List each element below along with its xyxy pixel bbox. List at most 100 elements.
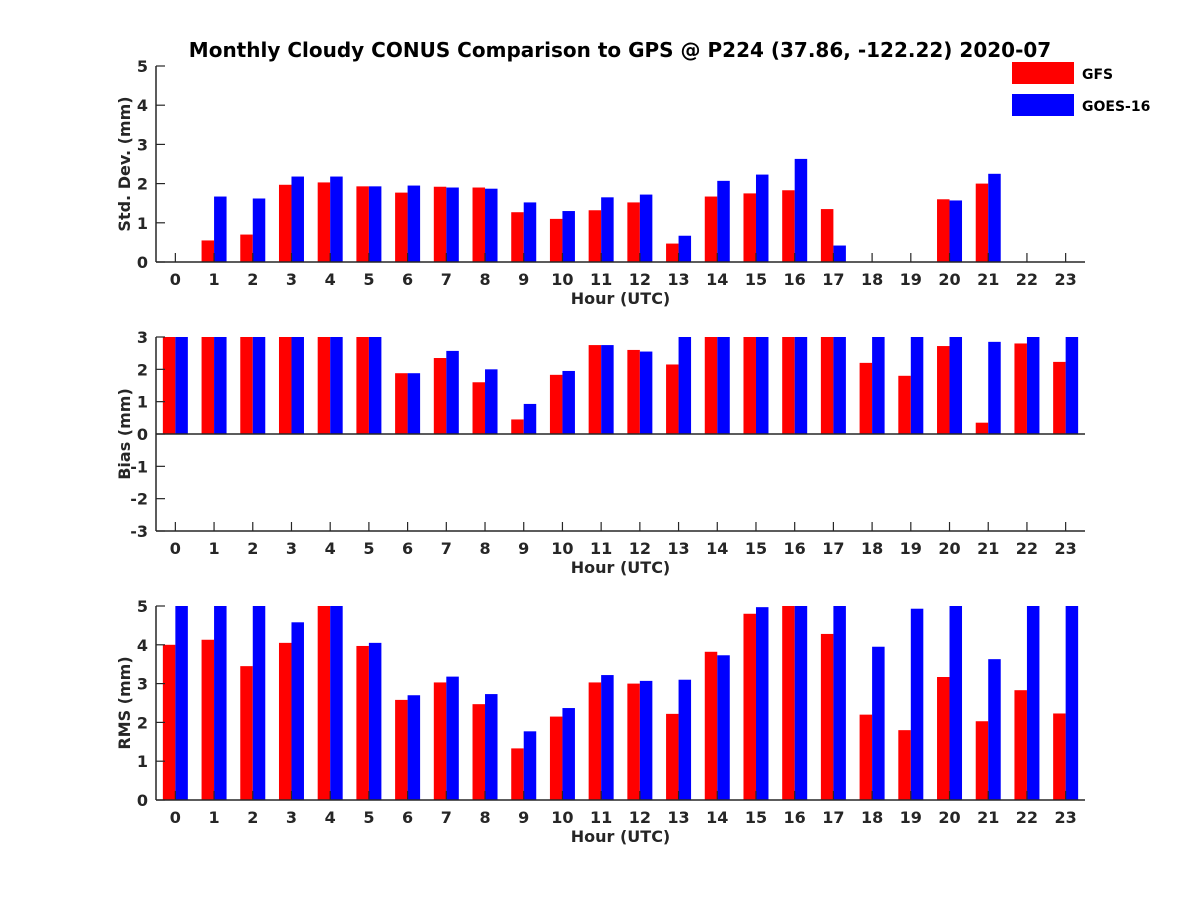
rms-bar-gfs-hour-13 bbox=[666, 713, 679, 800]
rms-bar-gfs-hour-6 bbox=[395, 699, 408, 800]
rms-x-tick-label: 20 bbox=[938, 808, 960, 827]
bias-bar-goes16-hour-9 bbox=[523, 403, 537, 434]
std-dev-x-tick-label: 1 bbox=[208, 270, 219, 289]
rms-y-tick-label: 5 bbox=[137, 597, 148, 616]
rms-bar-goes16-hour-4 bbox=[330, 606, 343, 800]
bias-bar-gfs-hour-7 bbox=[433, 358, 447, 434]
rms-x-tick-label: 7 bbox=[441, 808, 452, 827]
std-dev-bar-gfs-hour-14 bbox=[704, 196, 718, 262]
rms-bar-goes16-hour-13 bbox=[678, 679, 692, 800]
rms-x-axis-label: Hour (UTC) bbox=[571, 827, 671, 846]
std-dev-y-tick-label: 0 bbox=[137, 253, 148, 272]
std-dev-x-tick-label: 3 bbox=[286, 270, 297, 289]
bias-y-tick-label: 3 bbox=[137, 328, 148, 347]
std-dev-bar-gfs-hour-10 bbox=[549, 218, 563, 262]
bias-bar-gfs-hour-9 bbox=[511, 419, 524, 434]
std-dev-x-tick-label: 13 bbox=[667, 270, 689, 289]
std-dev-bar-goes16-hour-1 bbox=[214, 196, 227, 262]
std-dev-x-axis-label: Hour (UTC) bbox=[571, 289, 671, 308]
std-dev-bar-goes16-hour-6 bbox=[407, 185, 421, 262]
std-dev-bar-gfs-hour-6 bbox=[395, 192, 408, 262]
bias-x-tick-label: 3 bbox=[286, 539, 297, 558]
rms-bar-goes16-hour-18 bbox=[872, 646, 885, 800]
bias-bar-goes16-hour-21 bbox=[988, 341, 1001, 434]
bias-x-tick-label: 4 bbox=[325, 539, 336, 558]
std-dev-y-tick-label: 5 bbox=[137, 57, 148, 76]
rms-bar-gfs-hour-18 bbox=[859, 714, 873, 800]
bias-x-tick-label: 9 bbox=[518, 539, 529, 558]
bias-x-tick-label: 19 bbox=[900, 539, 922, 558]
bias-bar-gfs-hour-20 bbox=[937, 346, 950, 434]
bias-x-tick-label: 12 bbox=[629, 539, 651, 558]
bias-x-tick-label: 7 bbox=[441, 539, 452, 558]
bias-bar-gfs-hour-14 bbox=[704, 337, 718, 434]
std-dev-x-tick-label: 8 bbox=[479, 270, 490, 289]
rms-bar-goes16-hour-21 bbox=[988, 659, 1001, 800]
rms-x-tick-label: 21 bbox=[977, 808, 999, 827]
rms-x-tick-label: 11 bbox=[590, 808, 612, 827]
rms-x-tick-label: 10 bbox=[551, 808, 573, 827]
bias-bar-goes16-hour-12 bbox=[639, 351, 653, 434]
bias-x-tick-label: 0 bbox=[170, 539, 181, 558]
rms-bar-goes16-hour-7 bbox=[446, 676, 459, 800]
std-dev-bar-gfs-hour-12 bbox=[627, 202, 640, 262]
std-dev-bar-gfs-hour-3 bbox=[278, 184, 292, 262]
rms-bar-gfs-hour-3 bbox=[278, 642, 292, 800]
rms-bar-gfs-hour-0 bbox=[162, 644, 176, 800]
bias-x-tick-label: 17 bbox=[822, 539, 844, 558]
rms-bar-gfs-hour-11 bbox=[588, 682, 602, 800]
rms-bar-gfs-hour-1 bbox=[201, 639, 215, 800]
legend-label-goes16: GOES-16 bbox=[1082, 99, 1150, 115]
rms-bar-goes16-hour-11 bbox=[601, 675, 614, 800]
bias-bar-goes16-hour-13 bbox=[678, 337, 692, 434]
rms-x-tick-label: 14 bbox=[706, 808, 728, 827]
rms-bar-gfs-hour-12 bbox=[627, 683, 640, 800]
bias-bar-gfs-hour-13 bbox=[666, 364, 679, 434]
bias-bar-goes16-hour-22 bbox=[1026, 337, 1040, 434]
std-dev-bar-gfs-hour-1 bbox=[201, 240, 215, 262]
std-dev-bar-gfs-hour-8 bbox=[472, 187, 486, 262]
bias-bar-gfs-hour-2 bbox=[240, 337, 253, 434]
legend-swatch-gfs bbox=[1012, 62, 1074, 84]
std-dev-bar-goes16-hour-9 bbox=[523, 202, 537, 262]
std-dev-x-tick-label: 11 bbox=[590, 270, 612, 289]
rms-bar-gfs-hour-2 bbox=[240, 666, 253, 800]
bias-bar-goes16-hour-4 bbox=[330, 337, 343, 434]
rms-bar-gfs-hour-21 bbox=[975, 721, 989, 800]
bias-bar-gfs-hour-15 bbox=[743, 337, 756, 434]
rms-bar-gfs-hour-15 bbox=[743, 613, 756, 800]
bias-bar-gfs-hour-8 bbox=[472, 382, 486, 434]
std-dev-bar-gfs-hour-7 bbox=[433, 186, 447, 262]
std-dev-bar-goes16-hour-8 bbox=[485, 188, 498, 262]
rms-y-tick-label: 4 bbox=[137, 636, 148, 655]
bias-bar-gfs-hour-11 bbox=[588, 345, 602, 434]
bias-x-tick-label: 2 bbox=[247, 539, 258, 558]
rms-y-tick-label: 0 bbox=[137, 791, 148, 810]
rms-bar-goes16-hour-2 bbox=[252, 606, 266, 800]
rms-bar-gfs-hour-19 bbox=[898, 730, 911, 800]
std-dev-bar-gfs-hour-15 bbox=[743, 193, 756, 262]
bias-bar-goes16-hour-20 bbox=[949, 337, 963, 434]
rms-bar-gfs-hour-4 bbox=[317, 606, 331, 800]
bias-bar-goes16-hour-7 bbox=[446, 350, 459, 434]
bias-bar-goes16-hour-14 bbox=[717, 337, 730, 434]
std-dev-bar-goes16-hour-5 bbox=[368, 186, 382, 262]
legend-swatch-goes16 bbox=[1012, 94, 1074, 116]
std-dev-x-tick-label: 0 bbox=[170, 270, 181, 289]
bias-bar-goes16-hour-11 bbox=[601, 345, 614, 434]
bias-x-tick-label: 15 bbox=[745, 539, 767, 558]
rms-y-tick-label: 2 bbox=[137, 713, 148, 732]
std-dev-bar-goes16-hour-7 bbox=[446, 187, 459, 262]
rms-x-tick-label: 3 bbox=[286, 808, 297, 827]
bias-bar-goes16-hour-6 bbox=[407, 373, 421, 434]
rms-bar-gfs-hour-9 bbox=[511, 748, 524, 800]
bias-x-tick-label: 1 bbox=[208, 539, 219, 558]
std-dev-y-tick-label: 4 bbox=[137, 96, 148, 115]
bias-x-axis-label: Hour (UTC) bbox=[571, 558, 671, 577]
rms-bar-gfs-hour-14 bbox=[704, 651, 718, 800]
bias-bar-goes16-hour-15 bbox=[755, 337, 769, 434]
bias-bar-gfs-hour-12 bbox=[627, 349, 640, 434]
